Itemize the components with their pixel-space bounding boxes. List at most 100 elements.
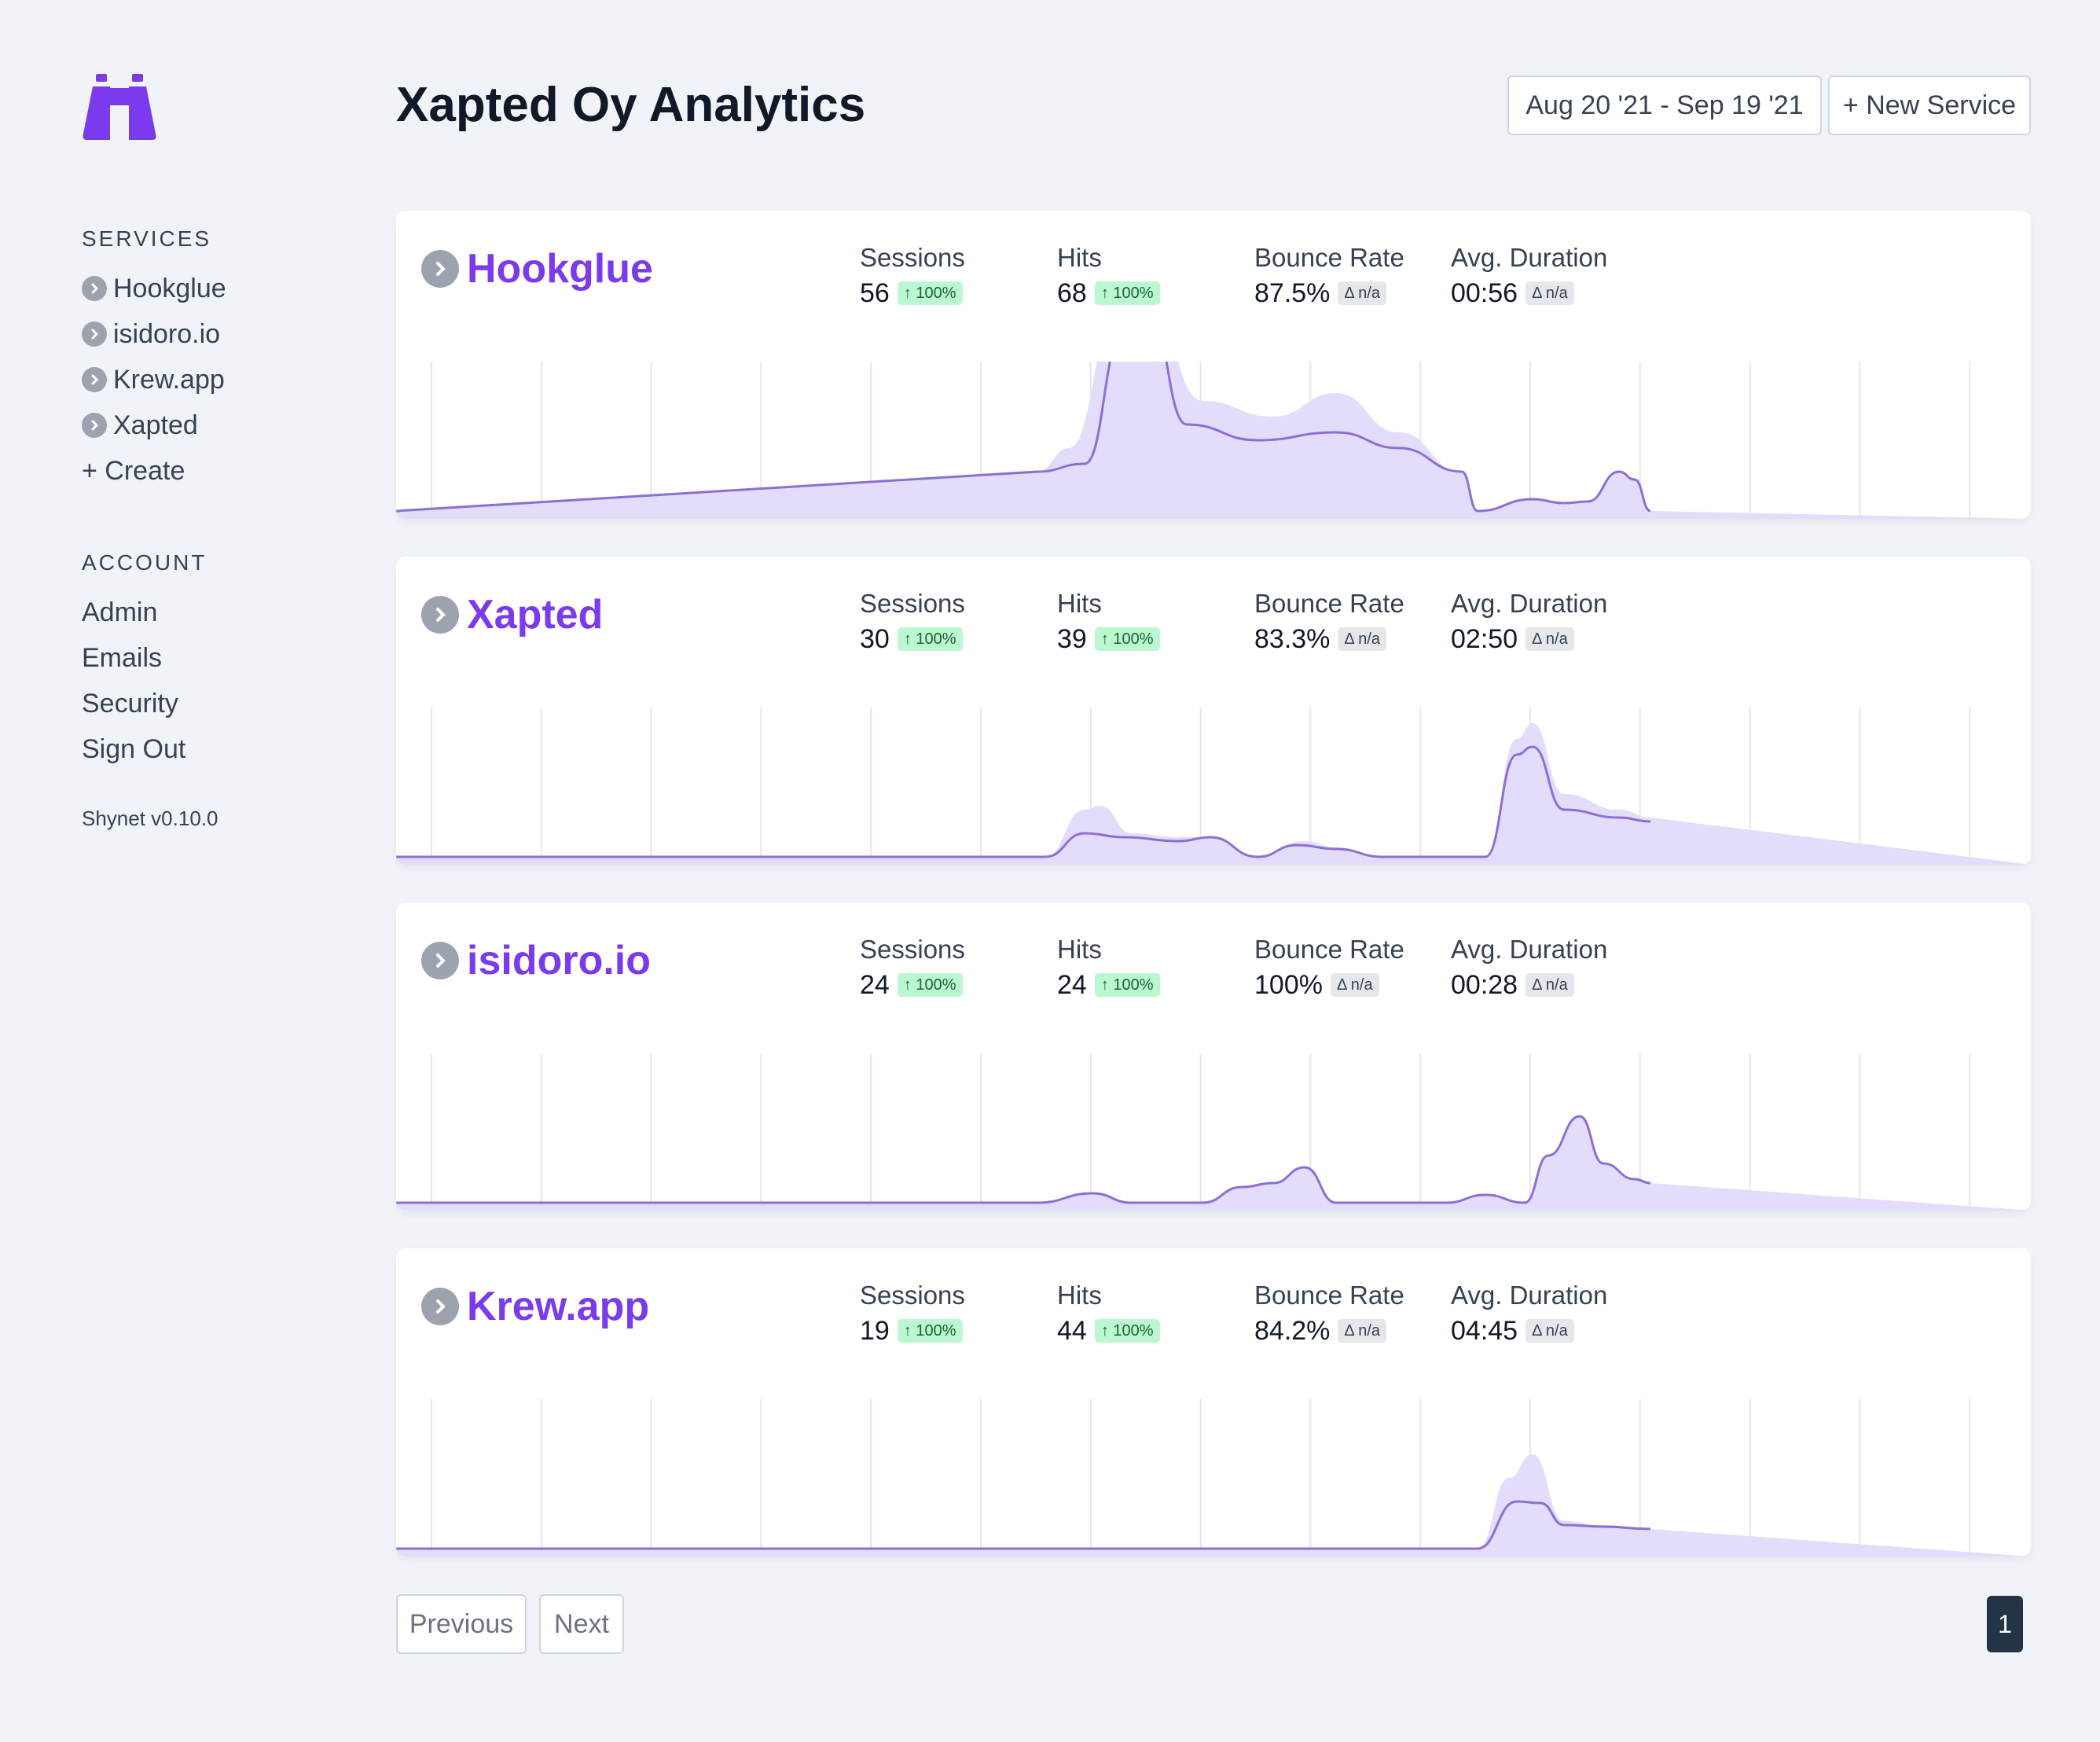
service-title-link[interactable]: Krew.app	[421, 1283, 649, 1330]
stat-value: 24	[1057, 969, 1087, 1000]
sidebar: SERVICES Hookglue isidoro.io Krew.app Xa…	[82, 225, 349, 772]
hits-area	[396, 723, 2031, 865]
stat-value: 02:50	[1451, 623, 1518, 654]
page-title: Xapted Oy Analytics	[396, 78, 866, 132]
sidebar-item-label: isidoro.io	[113, 318, 221, 349]
stat-label: Hits	[1057, 1281, 1102, 1310]
service-title-link[interactable]: Xapted	[421, 591, 603, 638]
stat-label: Sessions	[860, 935, 965, 964]
date-range-picker[interactable]: Aug 20 '21 - Sep 19 '21	[1507, 75, 1822, 135]
stat-value: 24	[860, 969, 890, 1000]
stat-label: Hits	[1057, 243, 1102, 272]
version-label: Shynet v0.10.0	[82, 807, 218, 830]
binoculars-logo-icon	[83, 74, 156, 140]
delta-badge: Δ n/a	[1525, 281, 1574, 305]
service-card[interactable]: isidoro.io Sessions 24 ↑ 100% Hits 24 ↑ 100% Bo…	[396, 902, 2031, 1211]
stat-sessions: Sessions 24 ↑ 100%	[860, 932, 965, 1003]
stat-value: 87.5%	[1254, 277, 1331, 308]
stat-value: 84.2%	[1254, 1315, 1331, 1346]
sidebar-item-sign-out[interactable]: Sign Out	[82, 733, 186, 764]
sidebar-item-isidoro[interactable]: isidoro.io	[82, 311, 349, 357]
sessions-sparkline-chart	[396, 1399, 2031, 1556]
new-service-button[interactable]: + New Service	[1828, 75, 2031, 135]
page-number-current[interactable]: 1	[1987, 1596, 2023, 1652]
delta-badge: ↑ 100%	[897, 627, 963, 651]
sessions-sparkline-chart	[396, 1053, 2031, 1211]
hits-area	[396, 1454, 2031, 1556]
previous-button[interactable]: Previous	[396, 1594, 527, 1654]
stat-value: 30	[860, 623, 890, 654]
stat-value: 00:56	[1451, 277, 1518, 308]
sidebar-item-label: Hookglue	[113, 273, 226, 303]
service-title-link[interactable]: isidoro.io	[421, 937, 651, 984]
service-card[interactable]: Krew.app Sessions 19 ↑ 100% Hits 44 ↑ 100% Boun…	[396, 1248, 2031, 1556]
stat-value: 04:45	[1451, 1315, 1518, 1346]
delta-badge: Δ n/a	[1338, 281, 1387, 305]
stat-label: Sessions	[860, 243, 965, 272]
delta-badge: ↑ 100%	[897, 1319, 963, 1343]
stat-hits: Hits 68 ↑ 100%	[1057, 241, 1160, 311]
delta-badge: ↑ 100%	[897, 973, 963, 997]
sidebar-item-security[interactable]: Security	[82, 688, 178, 718]
stat-hits: Hits 39 ↑ 100%	[1057, 586, 1160, 657]
stat-label: Sessions	[860, 1281, 965, 1310]
service-card[interactable]: Hookglue Sessions 56 ↑ 100% Hits 68 ↑ 100% Boun…	[396, 211, 2031, 519]
stat-value: 56	[860, 277, 890, 308]
delta-badge: Δ n/a	[1338, 1319, 1387, 1343]
delta-badge: ↑ 100%	[1094, 973, 1160, 997]
stat-label: Hits	[1057, 589, 1102, 618]
stat-label: Avg. Duration	[1451, 1281, 1608, 1310]
service-name: Hookglue	[467, 246, 653, 292]
stat-value: 00:28	[1451, 969, 1518, 1000]
service-name: Xapted	[467, 592, 604, 638]
sidebar-item-emails[interactable]: Emails	[82, 642, 163, 673]
sidebar-item-xapted[interactable]: Xapted	[82, 402, 349, 448]
sidebar-item-hookglue[interactable]: Hookglue	[82, 266, 349, 311]
stat-bounce: Bounce Rate 87.5% Δ n/a	[1254, 241, 1404, 311]
service-name: isidoro.io	[467, 938, 651, 983]
service-name: Krew.app	[467, 1284, 650, 1329]
chevron-right-icon	[82, 413, 107, 438]
stat-duration: Avg. Duration 02:50 Δ n/a	[1451, 586, 1607, 657]
sessions-line	[396, 362, 1651, 513]
service-title-link[interactable]: Hookglue	[421, 245, 653, 292]
stat-hits: Hits 44 ↑ 100%	[1057, 1278, 1160, 1349]
stat-value: 83.3%	[1254, 623, 1331, 654]
chevron-right-icon	[421, 596, 459, 634]
stat-label: Avg. Duration	[1451, 589, 1608, 618]
stat-label: Hits	[1057, 935, 1102, 964]
sidebar-item-krew[interactable]: Krew.app	[82, 357, 349, 402]
chevron-right-icon	[421, 1288, 459, 1325]
services-heading: SERVICES	[82, 226, 212, 251]
stat-label: Bounce Rate	[1254, 935, 1404, 964]
sidebar-item-label: Krew.app	[113, 364, 225, 395]
stat-bounce: Bounce Rate 83.3% Δ n/a	[1254, 586, 1404, 657]
hits-area	[396, 1116, 2031, 1211]
stat-label: Sessions	[860, 589, 965, 618]
hits-area	[396, 362, 2031, 519]
stat-sessions: Sessions 19 ↑ 100%	[860, 1278, 965, 1349]
chevron-right-icon	[421, 942, 459, 979]
delta-badge: Δ n/a	[1525, 973, 1574, 997]
delta-badge: ↑ 100%	[897, 281, 963, 305]
sidebar-item-label: Xapted	[113, 410, 198, 440]
next-button[interactable]: Next	[539, 1594, 624, 1654]
delta-badge: ↑ 100%	[1094, 627, 1160, 651]
service-card[interactable]: Xapted Sessions 30 ↑ 100% Hits 39 ↑ 100% Bounce…	[396, 557, 2031, 865]
stat-sessions: Sessions 30 ↑ 100%	[860, 586, 965, 657]
stat-label: Bounce Rate	[1254, 1281, 1404, 1310]
create-service-link[interactable]: + Create	[82, 455, 185, 486]
stat-duration: Avg. Duration 00:28 Δ n/a	[1451, 932, 1607, 1003]
delta-badge: Δ n/a	[1330, 973, 1379, 997]
sessions-line	[396, 1500, 1651, 1550]
sidebar-item-admin[interactable]: Admin	[82, 597, 158, 627]
stat-label: Bounce Rate	[1254, 589, 1404, 618]
stat-bounce: Bounce Rate 100% Δ n/a	[1254, 932, 1404, 1003]
sessions-line	[396, 1115, 1651, 1204]
stat-hits: Hits 24 ↑ 100%	[1057, 932, 1160, 1003]
delta-badge: ↑ 100%	[1094, 1319, 1160, 1343]
chevron-right-icon	[82, 367, 107, 392]
delta-badge: Δ n/a	[1525, 1319, 1574, 1343]
sessions-sparkline-chart	[396, 362, 2031, 519]
sessions-sparkline-chart	[396, 707, 2031, 865]
